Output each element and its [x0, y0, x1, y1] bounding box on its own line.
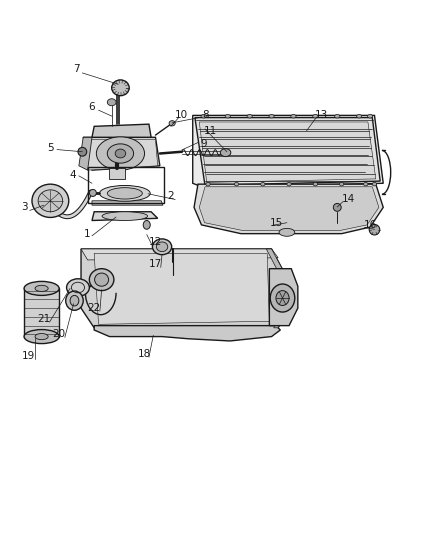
- Polygon shape: [81, 249, 278, 260]
- Ellipse shape: [220, 149, 231, 157]
- Text: 11: 11: [204, 126, 217, 136]
- Ellipse shape: [276, 290, 289, 305]
- Polygon shape: [85, 140, 158, 170]
- Ellipse shape: [364, 182, 368, 186]
- Ellipse shape: [269, 115, 274, 118]
- Ellipse shape: [35, 334, 48, 340]
- Polygon shape: [79, 138, 92, 170]
- Ellipse shape: [35, 285, 48, 292]
- Text: 22: 22: [88, 303, 101, 313]
- Ellipse shape: [102, 212, 148, 221]
- Polygon shape: [92, 212, 158, 221]
- Polygon shape: [266, 249, 289, 328]
- Ellipse shape: [201, 115, 206, 118]
- Ellipse shape: [95, 273, 109, 286]
- Ellipse shape: [287, 182, 291, 186]
- Ellipse shape: [152, 239, 172, 255]
- Polygon shape: [83, 138, 160, 170]
- Ellipse shape: [143, 221, 150, 229]
- Ellipse shape: [333, 204, 341, 211]
- Polygon shape: [109, 168, 125, 179]
- Ellipse shape: [115, 149, 126, 158]
- Text: 21: 21: [37, 314, 50, 324]
- Text: 8: 8: [202, 110, 209, 120]
- Ellipse shape: [279, 229, 295, 236]
- Text: 6: 6: [88, 102, 95, 111]
- Text: 4: 4: [69, 169, 76, 180]
- Ellipse shape: [206, 182, 210, 186]
- Polygon shape: [94, 253, 269, 324]
- Text: 16: 16: [364, 220, 377, 230]
- Ellipse shape: [261, 182, 265, 186]
- Bar: [88, 167, 164, 203]
- Ellipse shape: [169, 120, 175, 126]
- Ellipse shape: [156, 242, 168, 252]
- Polygon shape: [92, 124, 151, 138]
- Text: 18: 18: [138, 349, 151, 359]
- Text: 13: 13: [315, 110, 328, 120]
- Ellipse shape: [225, 115, 230, 118]
- Ellipse shape: [313, 182, 318, 186]
- Ellipse shape: [67, 279, 89, 296]
- Polygon shape: [199, 122, 376, 182]
- Polygon shape: [92, 201, 163, 205]
- Text: 7: 7: [73, 63, 80, 74]
- Ellipse shape: [107, 144, 134, 163]
- Polygon shape: [199, 187, 379, 231]
- Ellipse shape: [369, 224, 380, 235]
- Polygon shape: [194, 184, 383, 233]
- Ellipse shape: [234, 182, 239, 186]
- Ellipse shape: [367, 115, 373, 118]
- Ellipse shape: [335, 115, 340, 118]
- Text: 14: 14: [342, 193, 355, 204]
- Ellipse shape: [357, 115, 362, 118]
- Ellipse shape: [24, 329, 59, 344]
- Polygon shape: [94, 326, 280, 341]
- Text: 1: 1: [84, 229, 91, 239]
- Text: 19: 19: [22, 351, 35, 361]
- Ellipse shape: [270, 284, 295, 312]
- Text: 10: 10: [175, 110, 188, 120]
- Ellipse shape: [96, 137, 145, 170]
- Ellipse shape: [70, 295, 79, 306]
- Text: 3: 3: [21, 203, 28, 212]
- Ellipse shape: [112, 80, 129, 96]
- Text: 2: 2: [167, 191, 174, 201]
- Text: 5: 5: [47, 143, 54, 154]
- Ellipse shape: [24, 281, 59, 295]
- Text: 17: 17: [149, 260, 162, 269]
- Ellipse shape: [247, 115, 252, 118]
- Ellipse shape: [78, 147, 87, 156]
- Polygon shape: [269, 269, 298, 326]
- Ellipse shape: [313, 115, 318, 118]
- Ellipse shape: [107, 188, 142, 199]
- Text: 9: 9: [200, 139, 207, 149]
- Bar: [24, 288, 59, 336]
- Ellipse shape: [89, 189, 96, 197]
- Text: 12: 12: [149, 237, 162, 247]
- Ellipse shape: [89, 269, 114, 290]
- Ellipse shape: [32, 184, 69, 217]
- Ellipse shape: [339, 182, 344, 186]
- Ellipse shape: [66, 291, 83, 310]
- Polygon shape: [193, 115, 383, 188]
- Ellipse shape: [99, 185, 150, 201]
- Polygon shape: [195, 118, 380, 185]
- Ellipse shape: [107, 99, 116, 106]
- Text: 15: 15: [269, 217, 283, 228]
- Ellipse shape: [38, 190, 63, 212]
- Ellipse shape: [291, 115, 296, 118]
- Polygon shape: [81, 249, 289, 328]
- Ellipse shape: [372, 182, 377, 186]
- Text: 20: 20: [53, 329, 66, 340]
